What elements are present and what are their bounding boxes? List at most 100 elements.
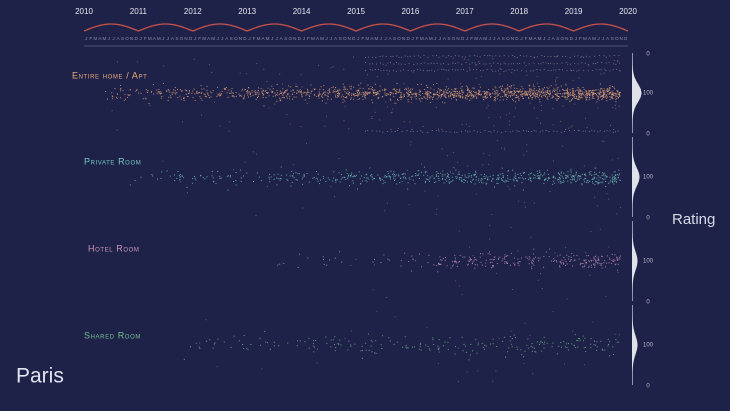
dot — [594, 264, 596, 266]
dot — [545, 92, 547, 93]
dot — [318, 95, 320, 97]
dot — [498, 337, 500, 339]
dot — [404, 336, 406, 338]
dot — [619, 179, 621, 181]
dot — [377, 174, 379, 176]
dot — [221, 90, 223, 92]
dot — [531, 98, 533, 100]
dot — [531, 93, 533, 95]
dot — [463, 178, 465, 180]
dot — [534, 175, 536, 176]
dot — [577, 89, 579, 91]
dot — [368, 179, 370, 180]
dot — [350, 174, 352, 176]
dot — [335, 347, 337, 349]
dot — [603, 130, 605, 132]
dot — [458, 94, 460, 96]
dot — [603, 262, 605, 264]
dot — [575, 172, 577, 174]
dot — [552, 180, 554, 182]
dot — [533, 248, 535, 250]
dot — [571, 175, 573, 177]
dot — [618, 97, 619, 99]
dot — [371, 116, 373, 118]
dot — [290, 185, 292, 187]
dot — [372, 102, 374, 104]
dot — [271, 91, 273, 93]
dot — [485, 182, 487, 184]
dot — [521, 86, 523, 88]
dot — [605, 56, 607, 58]
dot — [201, 99, 203, 101]
dot — [140, 176, 142, 178]
month-label: N — [293, 36, 296, 41]
dot — [387, 171, 389, 172]
dot — [547, 96, 549, 98]
dot — [599, 130, 601, 132]
dot — [258, 92, 260, 94]
dot — [364, 94, 366, 96]
dot — [173, 89, 175, 91]
dot — [142, 98, 144, 100]
dot — [514, 263, 516, 265]
dot — [538, 177, 540, 179]
dot — [388, 93, 390, 95]
dot — [521, 182, 523, 184]
dot — [242, 97, 244, 99]
dot — [344, 100, 346, 102]
dot — [200, 85, 202, 87]
dot — [551, 346, 553, 348]
dot — [407, 56, 409, 58]
month-label: N — [402, 36, 405, 41]
dot — [399, 92, 401, 94]
dot — [286, 89, 288, 91]
month-label: M — [93, 36, 97, 41]
dot — [541, 96, 543, 98]
dot — [542, 88, 544, 90]
dot — [523, 93, 525, 95]
dot — [462, 96, 464, 98]
dot — [533, 107, 535, 109]
month-label: S — [121, 36, 124, 41]
dot — [619, 92, 621, 94]
dot — [408, 261, 410, 262]
dot — [389, 94, 391, 96]
dot — [613, 63, 615, 65]
dot — [382, 55, 384, 57]
dot — [197, 92, 199, 94]
dot — [525, 94, 527, 96]
dot — [331, 87, 333, 89]
dot — [322, 97, 324, 98]
dot — [614, 260, 616, 262]
dot — [527, 347, 529, 349]
dot — [360, 93, 362, 95]
dot — [369, 167, 371, 169]
dot — [388, 175, 390, 177]
dot — [509, 131, 511, 133]
dot — [433, 178, 435, 179]
dot — [549, 191, 551, 192]
dot — [365, 56, 366, 58]
dot — [567, 92, 569, 94]
dot — [506, 180, 508, 182]
dot — [302, 92, 304, 94]
dot — [275, 95, 276, 97]
dot — [434, 182, 435, 183]
dot — [447, 349, 449, 351]
dot — [327, 98, 329, 100]
dot — [396, 62, 397, 63]
dot — [580, 177, 582, 179]
dot — [606, 94, 608, 96]
dot — [343, 68, 345, 70]
dot — [615, 177, 617, 179]
dot — [485, 345, 487, 347]
dot — [504, 88, 506, 90]
dot — [437, 348, 439, 350]
dot — [598, 100, 600, 102]
month-label: D — [189, 36, 193, 41]
dot — [607, 338, 609, 340]
dot — [350, 97, 352, 99]
dot — [531, 261, 533, 263]
dot — [398, 56, 400, 58]
dot — [426, 70, 428, 72]
